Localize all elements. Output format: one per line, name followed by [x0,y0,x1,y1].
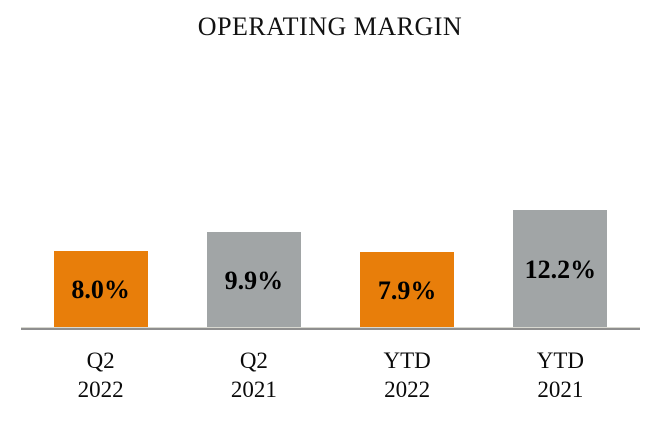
tick-line2: 2021 [230,377,277,402]
tick-q2-2022: Q2 2022 [24,346,177,404]
tick-line1: YTD [383,348,431,373]
x-axis-line [21,327,640,330]
tick-line2: 2022 [77,377,124,402]
plot-area: 8.0% 9.9% 7.9% 12.2% [24,210,637,329]
x-axis-labels: Q2 2022 Q2 2021 YTD 2022 YTD 2021 [24,346,637,404]
tick-line1: Q2 [86,348,115,373]
category-ytd-2021: 12.2% [484,210,637,329]
tick-line2: 2022 [384,377,431,402]
bar-value-label: 8.0% [71,275,130,304]
bar-q2-2022: 8.0% [53,251,148,329]
category-ytd-2022: 7.9% [331,210,484,329]
bar-ytd-2021: 12.2% [513,210,608,329]
tick-q2-2021: Q2 2021 [177,346,330,404]
tick-ytd-2022: YTD 2022 [331,346,484,404]
tick-line2: 2021 [537,377,584,402]
bar-value-label: 7.9% [377,275,437,305]
bar-value-label: 9.9% [224,265,284,295]
tick-ytd-2021: YTD 2021 [484,346,637,404]
tick-line1: Q2 [239,348,268,373]
bar-ytd-2022: 7.9% [360,252,455,329]
bar-q2-2021: 9.9% [206,232,301,329]
category-q2-2022: 8.0% [24,210,177,329]
chart-title: OPERATING MARGIN [197,12,463,41]
category-q2-2021: 9.9% [177,210,330,329]
tick-line1: YTD [536,348,585,373]
bar-value-label: 12.2% [524,254,597,284]
